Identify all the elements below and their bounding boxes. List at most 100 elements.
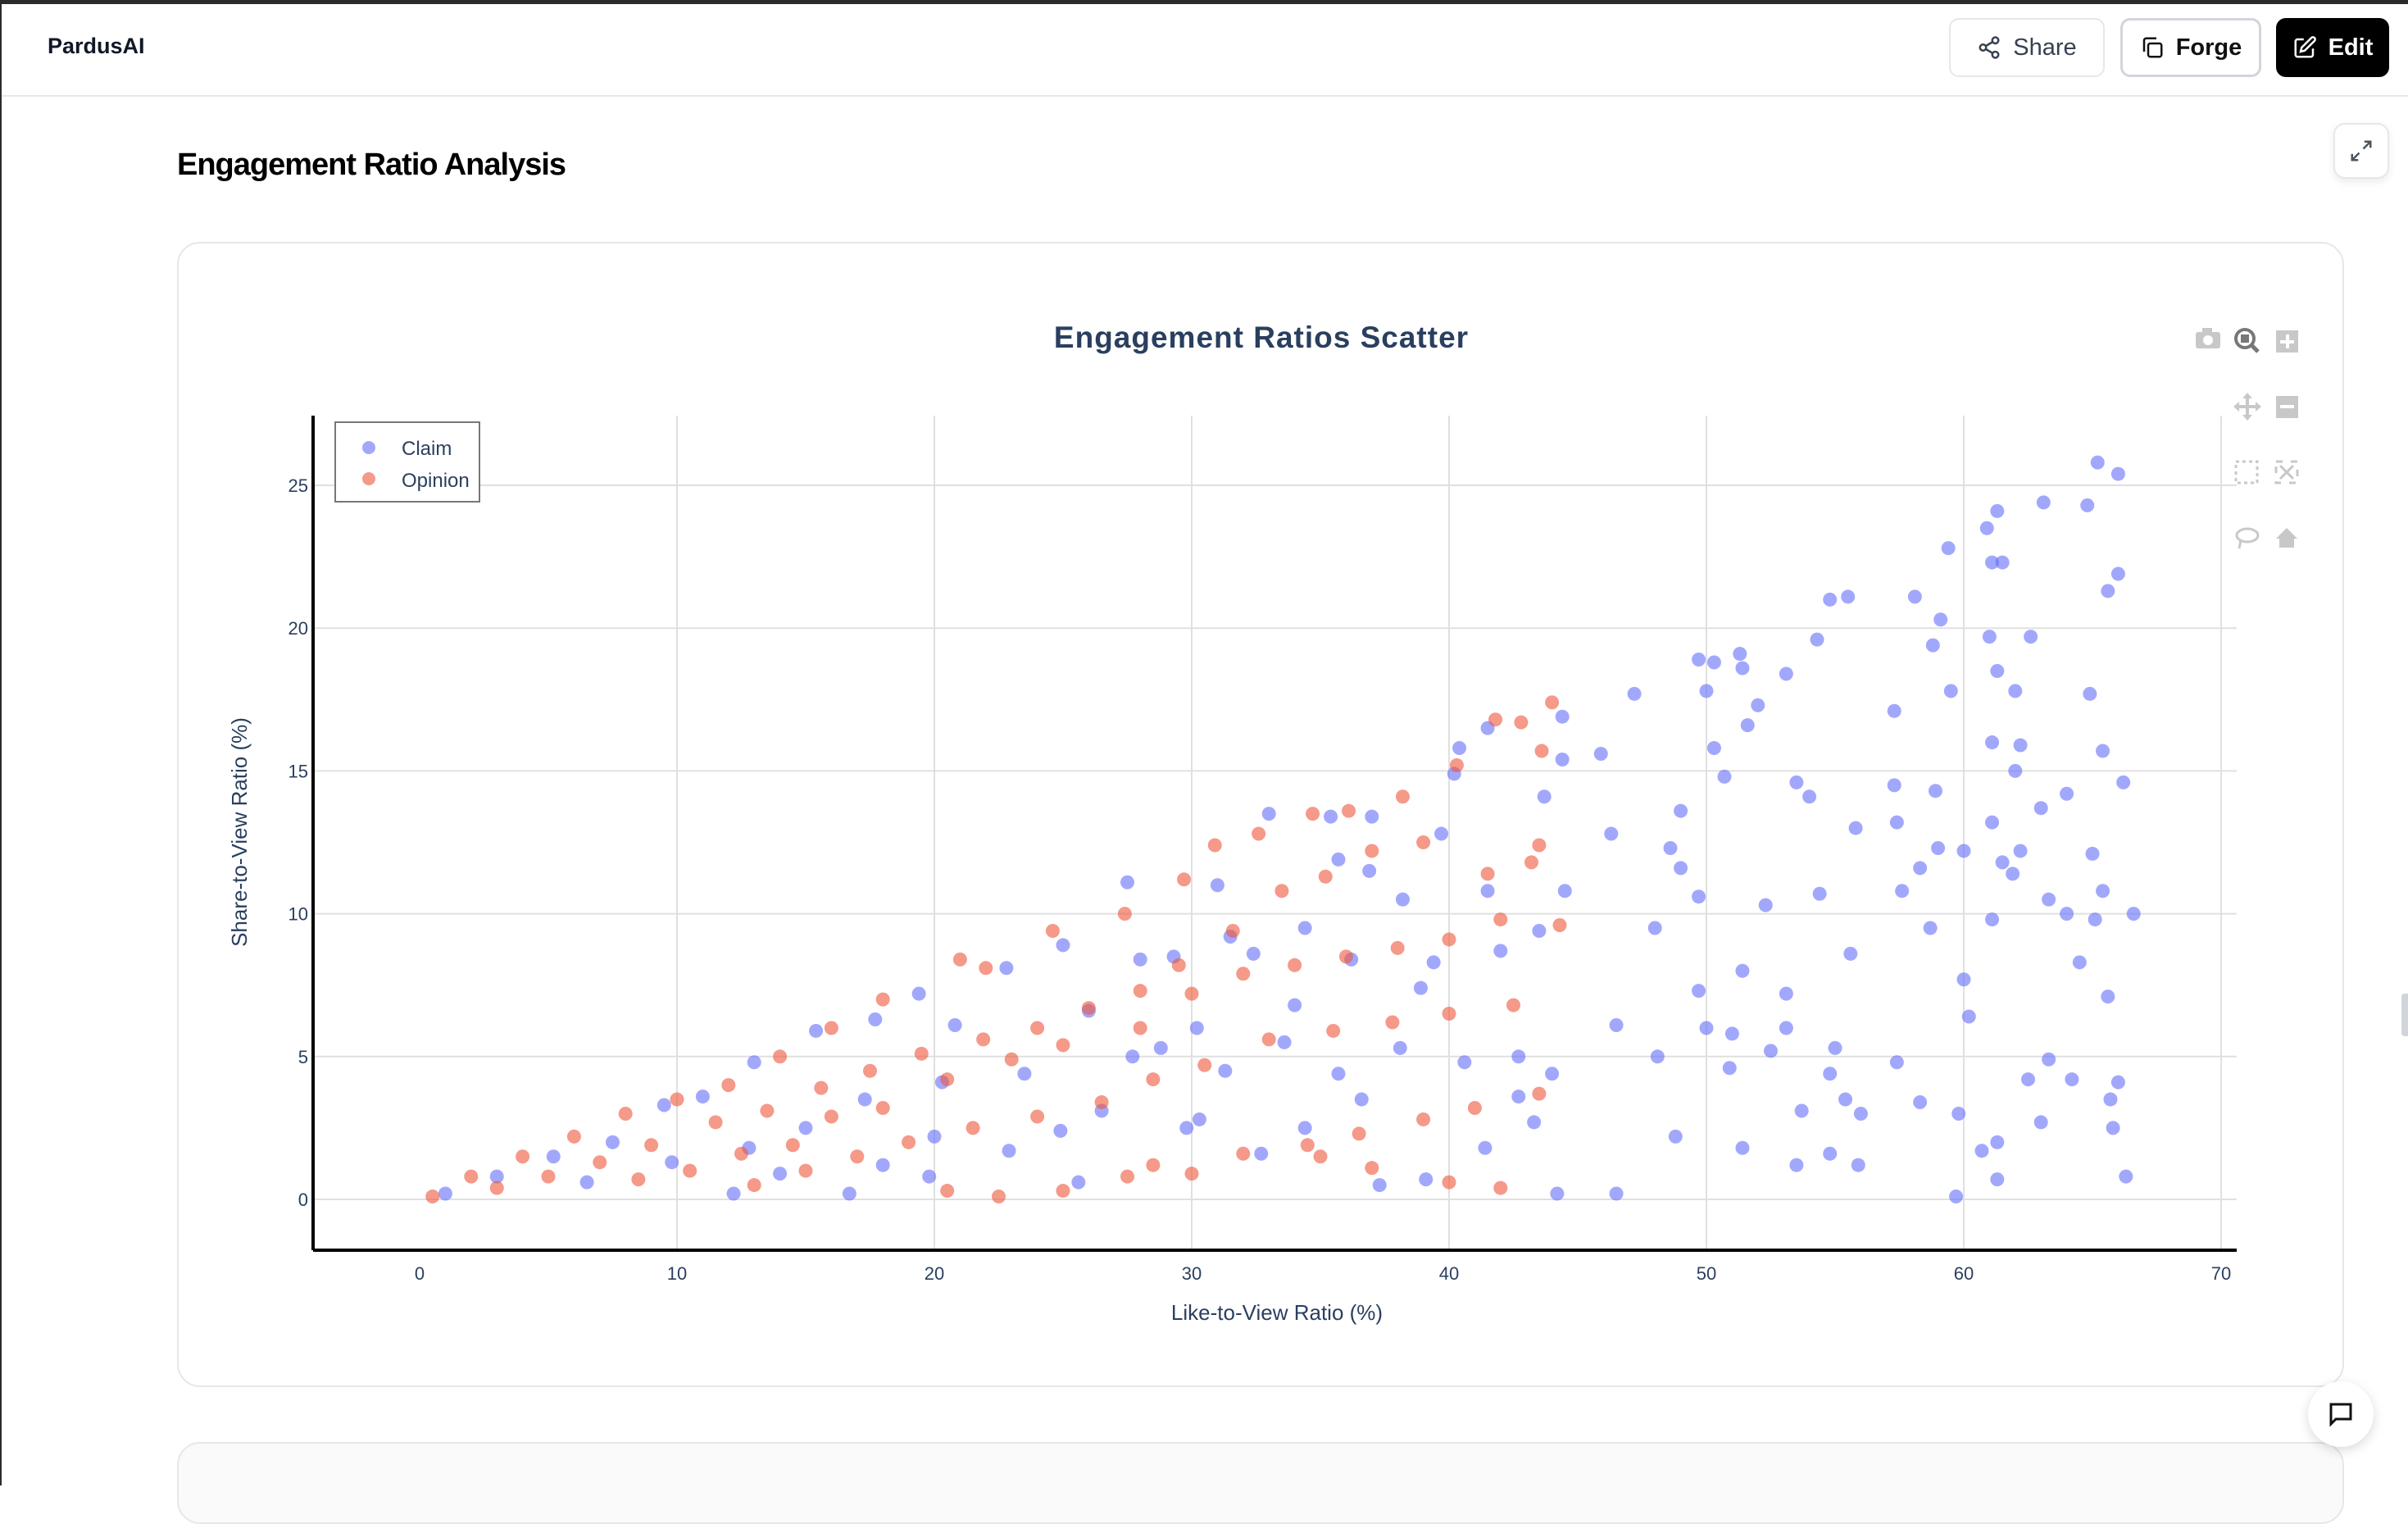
claim-point[interactable]	[1925, 638, 1940, 653]
claim-point[interactable]	[1913, 861, 1928, 876]
opinion-point[interactable]	[1442, 1175, 1456, 1190]
opinion-point[interactable]	[814, 1080, 829, 1095]
claim-point[interactable]	[1426, 955, 1441, 970]
claim-point[interactable]	[2065, 1072, 2079, 1087]
claim-point[interactable]	[1990, 1135, 2005, 1149]
opinion-point[interactable]	[1146, 1158, 1161, 1172]
claim-point[interactable]	[1961, 1009, 1976, 1024]
opinion-point[interactable]	[1056, 1184, 1070, 1199]
claim-point[interactable]	[1706, 741, 1721, 756]
claim-point[interactable]	[2060, 786, 2074, 801]
legend-claim-label[interactable]: Claim	[402, 438, 452, 460]
opinion-point[interactable]	[1004, 1052, 1019, 1067]
claim-point[interactable]	[2096, 884, 2110, 898]
opinion-point[interactable]	[1236, 967, 1251, 981]
opinion-point[interactable]	[1506, 998, 1520, 1012]
claim-point[interactable]	[1823, 1067, 1838, 1081]
side-scroll-handle[interactable]	[2401, 994, 2408, 1036]
claim-point[interactable]	[1789, 1158, 1804, 1172]
claim-point[interactable]	[1995, 555, 2010, 570]
claim-point[interactable]	[1002, 1144, 1016, 1158]
claim-point[interactable]	[947, 1017, 962, 1032]
opinion-point[interactable]	[785, 1138, 800, 1153]
claim-point[interactable]	[1733, 647, 1747, 662]
claim-point[interactable]	[1764, 1044, 1778, 1058]
opinion-point[interactable]	[747, 1178, 761, 1193]
opinion-point[interactable]	[566, 1129, 581, 1144]
zoom-icon[interactable]	[2234, 328, 2260, 353]
opinion-point[interactable]	[1488, 712, 1503, 727]
claim-point[interactable]	[1192, 1112, 1206, 1126]
claim-point[interactable]	[2090, 455, 2105, 470]
claim-point[interactable]	[1604, 826, 1619, 841]
claim-point[interactable]	[1557, 884, 1572, 898]
opinion-point[interactable]	[1493, 1181, 1508, 1195]
claim-point[interactable]	[2101, 989, 2115, 1004]
claim-point[interactable]	[1812, 886, 1827, 901]
claim-point[interactable]	[1843, 946, 1858, 961]
claim-point[interactable]	[1735, 1140, 1750, 1155]
claim-point[interactable]	[1452, 741, 1467, 756]
claim-point[interactable]	[1609, 1017, 1624, 1032]
claim-point[interactable]	[1928, 784, 1942, 798]
claim-point[interactable]	[1545, 1067, 1560, 1081]
legend-opinion-label[interactable]: Opinion	[402, 470, 470, 492]
claim-point[interactable]	[2103, 1092, 2118, 1107]
claim-point[interactable]	[2083, 686, 2097, 701]
claim-point[interactable]	[1254, 1146, 1269, 1161]
claim-point[interactable]	[1982, 630, 1997, 644]
claim-point[interactable]	[1851, 1158, 1865, 1172]
claim-point[interactable]	[1853, 1106, 1868, 1121]
opinion-point[interactable]	[1532, 838, 1547, 853]
claim-point[interactable]	[1056, 938, 1070, 953]
claim-point[interactable]	[747, 1055, 761, 1070]
claim-point[interactable]	[1995, 855, 2010, 870]
opinion-point[interactable]	[1449, 757, 1464, 772]
claim-point[interactable]	[1493, 944, 1508, 958]
claim-point[interactable]	[1949, 1190, 1964, 1204]
claim-point[interactable]	[2101, 584, 2115, 598]
claim-point[interactable]	[1956, 972, 1971, 987]
opinion-point[interactable]	[824, 1109, 838, 1124]
claim-point[interactable]	[2033, 801, 2048, 816]
claim-point[interactable]	[1692, 653, 1706, 667]
claim-point[interactable]	[1593, 746, 1608, 761]
claim-point[interactable]	[2080, 498, 2095, 512]
lasso-icon[interactable]	[2235, 527, 2260, 549]
claim-point[interactable]	[606, 1135, 620, 1149]
opinion-point[interactable]	[1030, 1109, 1045, 1124]
opinion-point[interactable]	[425, 1190, 440, 1204]
claim-point[interactable]	[1979, 521, 1994, 535]
opinion-point[interactable]	[1416, 1112, 1431, 1126]
opinion-point[interactable]	[1338, 949, 1353, 964]
opinion-point[interactable]	[940, 1184, 955, 1199]
opinion-point[interactable]	[683, 1163, 697, 1178]
claim-point[interactable]	[1277, 1035, 1292, 1049]
claim-point[interactable]	[2036, 495, 2051, 510]
autoscale-icon[interactable]	[2274, 460, 2299, 484]
claim-point[interactable]	[546, 1149, 561, 1164]
opinion-point[interactable]	[875, 1101, 890, 1116]
opinion-point[interactable]	[1442, 1007, 1456, 1021]
opinion-point[interactable]	[644, 1138, 659, 1153]
claim-point[interactable]	[1823, 592, 1838, 607]
claim-point[interactable]	[1706, 655, 1721, 670]
claim-point[interactable]	[1848, 821, 1863, 835]
opinion-point[interactable]	[1197, 1058, 1212, 1072]
claim-point[interactable]	[1668, 1129, 1683, 1144]
claim-point[interactable]	[1288, 998, 1302, 1012]
claim-point[interactable]	[868, 1012, 883, 1027]
opinion-point[interactable]	[721, 1078, 736, 1093]
claim-point[interactable]	[1943, 684, 1958, 698]
claim-point[interactable]	[1297, 1121, 1312, 1135]
opinion-point[interactable]	[1261, 1032, 1276, 1047]
claim-point[interactable]	[1354, 1092, 1369, 1107]
claim-point[interactable]	[1362, 863, 1377, 878]
claim-point[interactable]	[2116, 775, 2131, 789]
forge-button[interactable]: Forge	[2120, 18, 2261, 77]
opinion-point[interactable]	[1365, 844, 1379, 858]
claim-point[interactable]	[1413, 980, 1428, 995]
opinion-point[interactable]	[1030, 1021, 1045, 1035]
opinion-point[interactable]	[516, 1149, 530, 1164]
zoom-in-icon[interactable]	[2276, 330, 2298, 353]
